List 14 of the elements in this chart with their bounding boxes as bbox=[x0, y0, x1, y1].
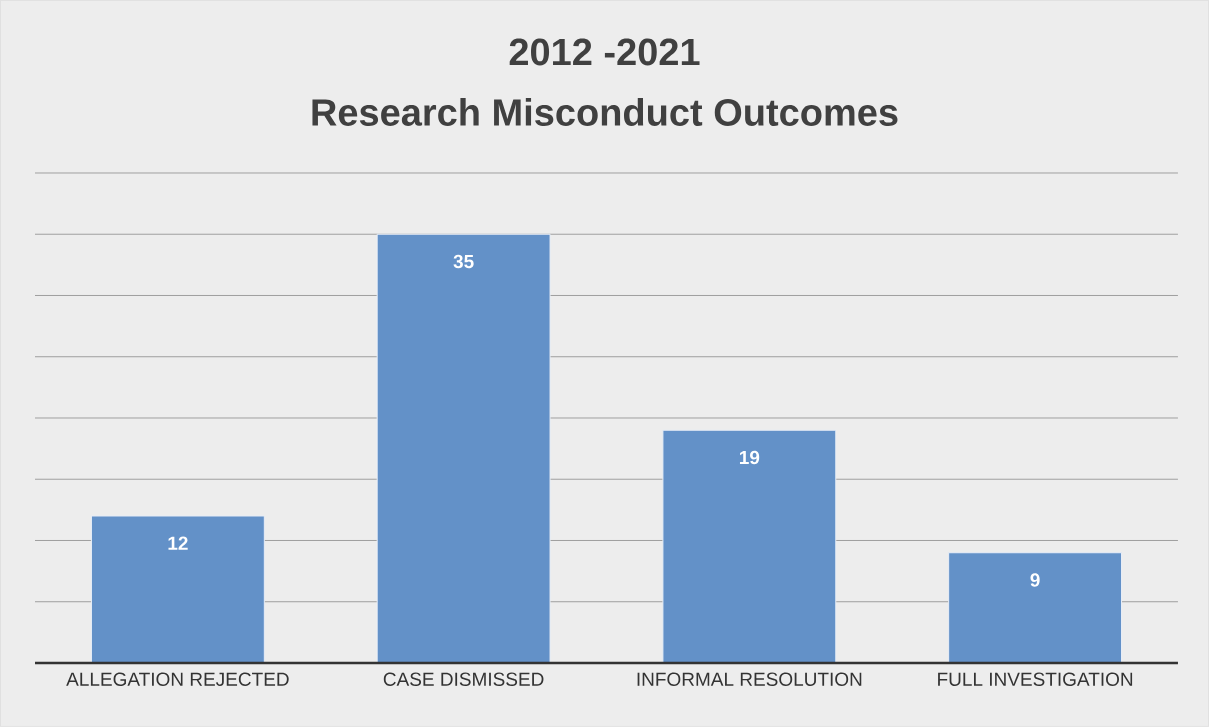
bar bbox=[662, 429, 837, 664]
data-label: 9 bbox=[1030, 573, 1040, 587]
data-label: 35 bbox=[453, 254, 474, 269]
data-label: 19 bbox=[739, 450, 760, 465]
bar bbox=[376, 233, 551, 664]
data-label: 12 bbox=[168, 536, 188, 550]
x-tick-label: FULL INVESTIGATION bbox=[938, 672, 1133, 686]
bar bbox=[948, 552, 1123, 664]
x-tick-label: ALLEGATION REJECTED bbox=[66, 672, 289, 686]
x-tick-label: INFORMAL RESOLUTION bbox=[637, 672, 862, 686]
bar bbox=[90, 515, 265, 664]
chart-subtitle: Research Misconduct Outcomes bbox=[312, 98, 898, 126]
chart-title: 2012 -2021 bbox=[509, 38, 700, 66]
x-tick-label: CASE DISMISSED bbox=[383, 672, 544, 686]
